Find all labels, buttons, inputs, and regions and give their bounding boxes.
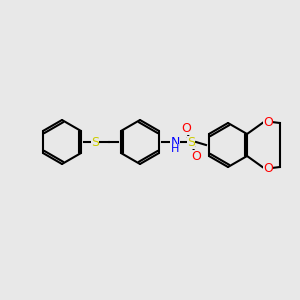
Text: O: O [191,149,201,163]
Text: S: S [91,136,99,148]
Text: H: H [171,144,179,154]
Text: O: O [263,161,273,175]
Text: O: O [181,122,191,134]
Text: O: O [263,116,273,128]
Text: N: N [170,136,180,148]
Text: S: S [187,136,195,148]
